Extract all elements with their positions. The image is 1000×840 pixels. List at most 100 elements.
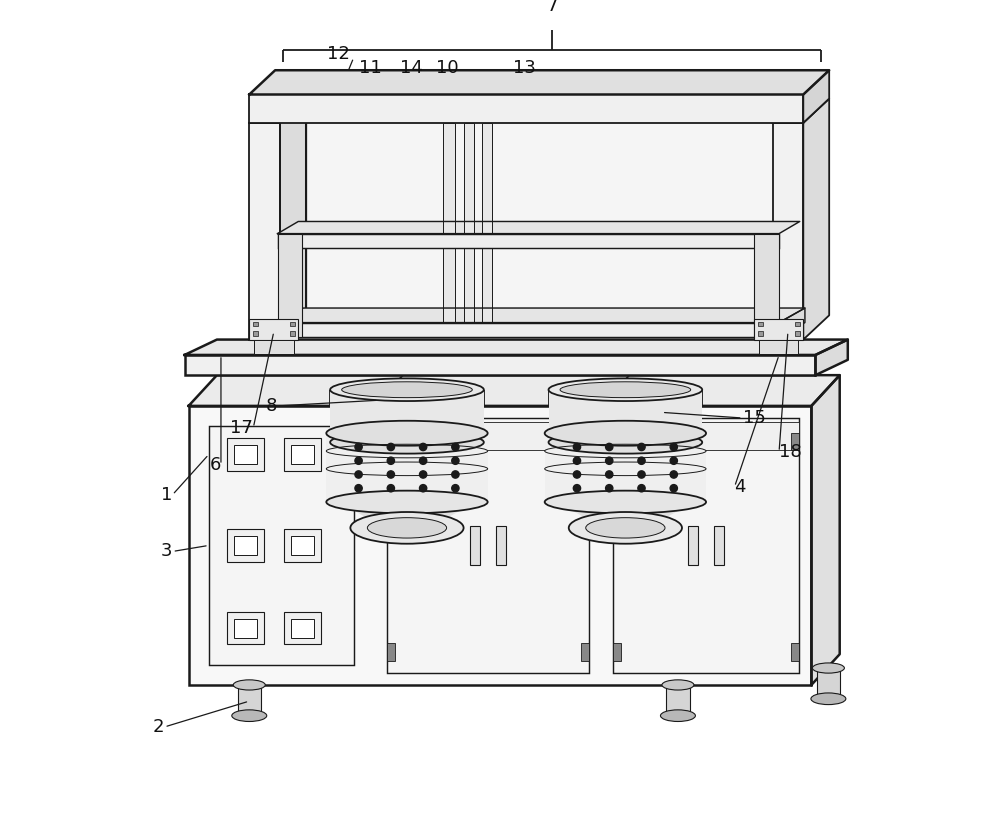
Circle shape bbox=[638, 444, 645, 450]
Text: 17: 17 bbox=[230, 418, 253, 437]
Ellipse shape bbox=[545, 491, 706, 513]
Circle shape bbox=[355, 457, 362, 465]
Bar bbox=[249, 123, 280, 339]
Text: 8: 8 bbox=[266, 396, 278, 415]
Bar bbox=[817, 668, 840, 699]
Bar bbox=[387, 643, 395, 661]
Circle shape bbox=[387, 471, 394, 478]
Bar bbox=[227, 612, 264, 644]
Bar bbox=[209, 426, 354, 664]
Ellipse shape bbox=[569, 512, 682, 543]
Text: 6: 6 bbox=[210, 456, 221, 474]
Ellipse shape bbox=[330, 378, 484, 401]
Bar bbox=[238, 685, 261, 716]
Circle shape bbox=[573, 457, 581, 465]
Circle shape bbox=[670, 471, 677, 478]
Ellipse shape bbox=[326, 421, 488, 446]
Bar bbox=[688, 526, 698, 564]
Polygon shape bbox=[249, 71, 829, 94]
Ellipse shape bbox=[812, 663, 844, 673]
Bar bbox=[759, 339, 798, 354]
Circle shape bbox=[355, 471, 362, 478]
Text: 7: 7 bbox=[546, 0, 558, 14]
Circle shape bbox=[419, 471, 427, 478]
Polygon shape bbox=[278, 308, 805, 323]
Bar bbox=[613, 643, 621, 661]
Ellipse shape bbox=[342, 382, 472, 397]
Bar bbox=[496, 526, 506, 564]
Circle shape bbox=[670, 485, 677, 492]
Bar bbox=[291, 444, 314, 465]
Circle shape bbox=[638, 457, 645, 465]
Polygon shape bbox=[815, 339, 848, 375]
Bar bbox=[253, 322, 258, 326]
Polygon shape bbox=[330, 390, 484, 443]
Text: 3: 3 bbox=[161, 543, 172, 560]
Circle shape bbox=[606, 485, 613, 492]
Bar bbox=[581, 433, 589, 450]
Bar bbox=[795, 322, 800, 326]
Bar bbox=[291, 618, 314, 638]
Ellipse shape bbox=[545, 421, 706, 446]
Polygon shape bbox=[278, 222, 800, 234]
Ellipse shape bbox=[232, 710, 267, 722]
Bar bbox=[234, 618, 257, 638]
Bar bbox=[306, 98, 798, 315]
Text: 2: 2 bbox=[153, 718, 164, 736]
Bar bbox=[278, 234, 779, 248]
Ellipse shape bbox=[367, 517, 447, 538]
Ellipse shape bbox=[662, 680, 694, 690]
Polygon shape bbox=[249, 98, 306, 123]
Circle shape bbox=[606, 471, 613, 478]
Bar bbox=[387, 433, 395, 450]
Bar bbox=[791, 433, 799, 450]
Circle shape bbox=[355, 485, 362, 492]
Bar bbox=[249, 94, 803, 123]
Bar bbox=[185, 355, 815, 375]
Bar bbox=[791, 643, 799, 661]
Polygon shape bbox=[779, 308, 805, 337]
Polygon shape bbox=[803, 71, 829, 123]
Polygon shape bbox=[811, 375, 840, 685]
Bar bbox=[290, 322, 295, 326]
Bar bbox=[254, 339, 294, 354]
Circle shape bbox=[573, 444, 581, 450]
Polygon shape bbox=[185, 339, 848, 355]
Text: 11: 11 bbox=[359, 59, 382, 76]
Text: 1: 1 bbox=[161, 486, 172, 504]
Bar bbox=[249, 319, 298, 339]
Ellipse shape bbox=[350, 512, 464, 543]
Bar bbox=[613, 418, 799, 673]
Ellipse shape bbox=[586, 517, 665, 538]
Bar bbox=[189, 406, 811, 685]
Ellipse shape bbox=[549, 431, 702, 454]
Bar bbox=[284, 529, 321, 562]
Circle shape bbox=[638, 471, 645, 478]
Circle shape bbox=[638, 485, 645, 492]
Polygon shape bbox=[338, 502, 476, 528]
Circle shape bbox=[670, 457, 677, 465]
Polygon shape bbox=[557, 502, 694, 528]
Polygon shape bbox=[773, 98, 829, 123]
Bar bbox=[227, 438, 264, 470]
Text: 15: 15 bbox=[743, 409, 766, 427]
Text: 13: 13 bbox=[513, 59, 536, 76]
Text: 4: 4 bbox=[735, 478, 746, 496]
Circle shape bbox=[670, 444, 677, 450]
Circle shape bbox=[387, 457, 394, 465]
Bar bbox=[795, 332, 800, 335]
Bar bbox=[278, 234, 302, 337]
Bar bbox=[613, 422, 799, 450]
Bar bbox=[291, 536, 314, 555]
Ellipse shape bbox=[660, 710, 695, 722]
Bar bbox=[470, 526, 480, 564]
Circle shape bbox=[419, 485, 427, 492]
Ellipse shape bbox=[330, 431, 484, 454]
Bar bbox=[758, 322, 763, 326]
Bar bbox=[581, 643, 589, 661]
Bar bbox=[253, 332, 258, 335]
Polygon shape bbox=[549, 390, 702, 443]
Bar bbox=[284, 438, 321, 470]
Polygon shape bbox=[189, 375, 840, 406]
Circle shape bbox=[452, 485, 459, 492]
